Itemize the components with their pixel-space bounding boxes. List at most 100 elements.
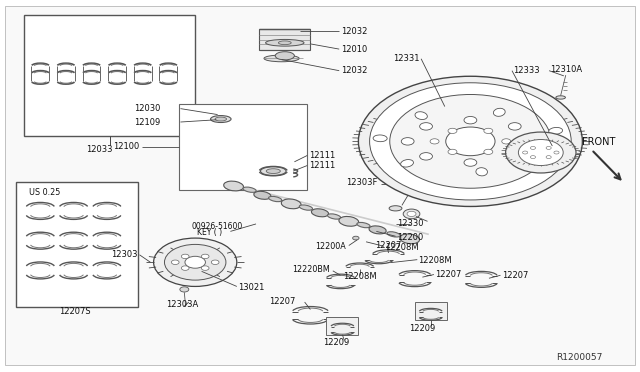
Circle shape (164, 244, 226, 280)
Text: R1200057: R1200057 (556, 353, 602, 362)
Ellipse shape (278, 41, 291, 45)
Circle shape (172, 260, 179, 264)
Circle shape (202, 266, 209, 270)
Ellipse shape (215, 117, 227, 121)
Ellipse shape (282, 199, 301, 209)
Text: 13021: 13021 (238, 283, 264, 292)
Circle shape (403, 209, 420, 219)
Bar (259, 29, 310, 50)
Circle shape (181, 266, 189, 270)
Polygon shape (215, 116, 278, 174)
Circle shape (527, 138, 540, 145)
Ellipse shape (541, 154, 554, 161)
Bar (415, 302, 447, 320)
Text: US 0.25: US 0.25 (29, 188, 60, 197)
Ellipse shape (387, 232, 400, 237)
Circle shape (185, 256, 205, 268)
Text: 12209: 12209 (323, 339, 349, 347)
Circle shape (420, 123, 433, 130)
Circle shape (358, 76, 582, 206)
Text: 12207: 12207 (502, 271, 528, 280)
Circle shape (464, 116, 477, 124)
Ellipse shape (493, 108, 505, 116)
Bar (326, 317, 358, 335)
Circle shape (390, 94, 551, 188)
Ellipse shape (415, 112, 428, 119)
Text: 12303F: 12303F (346, 178, 377, 187)
Circle shape (445, 127, 495, 155)
Circle shape (484, 128, 493, 134)
Circle shape (401, 138, 414, 145)
Text: 12208M: 12208M (343, 272, 377, 280)
Circle shape (502, 139, 511, 144)
Circle shape (202, 254, 209, 259)
Text: KEY ( ): KEY ( ) (197, 228, 222, 237)
Text: 12010: 12010 (341, 45, 367, 54)
Text: 12207: 12207 (375, 241, 402, 250)
Text: 12033: 12033 (86, 145, 113, 154)
Ellipse shape (269, 196, 282, 202)
Ellipse shape (259, 119, 273, 125)
Circle shape (531, 155, 536, 158)
Circle shape (531, 147, 536, 150)
Ellipse shape (312, 209, 328, 217)
Text: 12032: 12032 (341, 27, 367, 36)
Text: FRONT: FRONT (582, 137, 616, 147)
Ellipse shape (211, 116, 231, 122)
Text: 12109: 12109 (134, 118, 161, 126)
Circle shape (430, 139, 439, 144)
Text: 12111: 12111 (309, 161, 335, 170)
Circle shape (546, 155, 551, 158)
Circle shape (508, 153, 521, 160)
Ellipse shape (389, 206, 402, 211)
Ellipse shape (266, 39, 304, 46)
Circle shape (523, 151, 527, 154)
Ellipse shape (373, 135, 387, 142)
Text: 12032: 12032 (341, 66, 367, 75)
Circle shape (554, 151, 559, 154)
Ellipse shape (328, 214, 340, 219)
Circle shape (484, 149, 493, 154)
Circle shape (518, 140, 563, 166)
Ellipse shape (243, 187, 256, 192)
Ellipse shape (300, 205, 312, 210)
Text: 12209: 12209 (409, 324, 436, 333)
Ellipse shape (266, 169, 280, 173)
Ellipse shape (548, 128, 563, 134)
Text: 12310A: 12310A (550, 65, 582, 74)
Ellipse shape (264, 55, 300, 62)
Ellipse shape (369, 226, 386, 234)
Ellipse shape (254, 191, 271, 199)
Text: 12100: 12100 (113, 142, 140, 151)
Circle shape (211, 260, 219, 264)
Circle shape (546, 147, 551, 150)
Circle shape (154, 238, 237, 286)
Circle shape (181, 254, 189, 259)
Circle shape (464, 159, 477, 166)
Text: 12207S: 12207S (59, 307, 91, 316)
Text: 12200: 12200 (397, 233, 423, 242)
Text: 00926-51600: 00926-51600 (192, 222, 243, 231)
Polygon shape (259, 61, 290, 119)
Text: 12331: 12331 (393, 54, 419, 63)
Ellipse shape (275, 52, 294, 60)
Circle shape (420, 153, 433, 160)
Ellipse shape (252, 116, 279, 128)
Circle shape (407, 211, 416, 217)
Circle shape (448, 149, 457, 154)
Ellipse shape (401, 160, 413, 167)
Ellipse shape (339, 217, 358, 226)
Ellipse shape (400, 234, 419, 244)
Text: 12207: 12207 (269, 297, 296, 306)
Text: 12303A: 12303A (166, 300, 198, 309)
Text: 12303: 12303 (111, 250, 138, 259)
Bar (179, 104, 307, 190)
Ellipse shape (224, 181, 243, 191)
Circle shape (353, 236, 359, 240)
Text: 12207: 12207 (435, 270, 461, 279)
Text: 12111: 12111 (309, 151, 335, 160)
Circle shape (508, 123, 521, 130)
Ellipse shape (556, 96, 566, 99)
Circle shape (370, 83, 571, 200)
Circle shape (506, 132, 576, 173)
